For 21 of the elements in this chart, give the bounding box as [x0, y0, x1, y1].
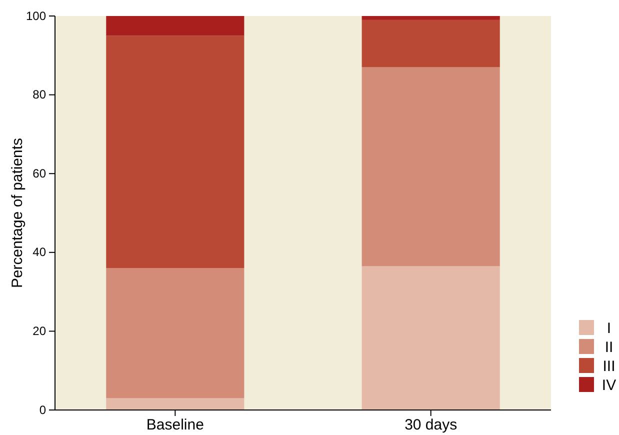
y-tick-label: 60 — [32, 166, 46, 180]
y-tick-label: 80 — [32, 88, 46, 102]
x-tick-label: Baseline — [146, 416, 204, 434]
bar — [362, 16, 500, 20]
y-axis-title: Percentage of patients — [9, 138, 26, 288]
bar — [106, 268, 244, 398]
bar — [362, 20, 500, 68]
legend-label: IV — [602, 377, 616, 394]
legend-label: I — [606, 320, 612, 337]
legend-label: II — [604, 339, 614, 356]
y-tick-label: 40 — [32, 245, 46, 260]
x-tick-label: 30 days — [404, 416, 458, 434]
bar — [362, 67, 500, 266]
legend-label: III — [602, 358, 616, 375]
bar — [106, 16, 244, 36]
y-tick-label: 0 — [39, 402, 46, 417]
bar — [362, 266, 500, 410]
y-tick-label: 20 — [32, 324, 46, 338]
y-tick-label: 100 — [26, 8, 46, 23]
bar — [106, 36, 244, 268]
bar — [106, 398, 244, 410]
